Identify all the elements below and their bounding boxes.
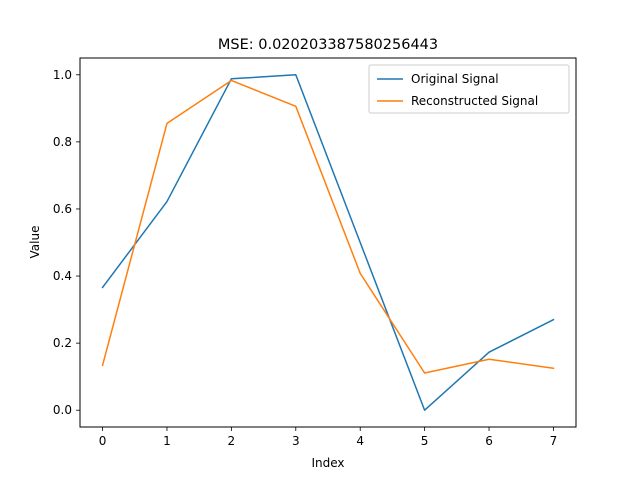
y-tick-label: 0.6 — [53, 202, 72, 216]
legend-box — [368, 64, 570, 114]
legend: Original Signal Reconstructed Signal — [368, 64, 570, 114]
series-layer — [101, 74, 555, 411]
plot-frame — [79, 57, 577, 428]
x-tick-label: 2 — [228, 434, 236, 448]
x-tick-label: 5 — [421, 434, 429, 448]
y-tick-label: 1.0 — [53, 68, 72, 82]
y-tick-label: 0.8 — [53, 135, 72, 149]
y-axis: 0.0 0.2 0.4 0.6 0.8 1.0 — [53, 68, 80, 417]
series-line-1 — [101, 79, 555, 374]
x-tick-label: 1 — [163, 434, 171, 448]
y-tick-label: 0.4 — [53, 269, 72, 283]
x-axis: 0 1 2 3 4 5 6 7 — [99, 427, 558, 448]
y-axis-label: Value — [28, 226, 42, 259]
x-tick-label: 3 — [292, 434, 300, 448]
y-tick-label: 0.0 — [53, 403, 72, 417]
x-tick-label: 7 — [550, 434, 558, 448]
x-tick-label: 6 — [485, 434, 493, 448]
legend-label-1: Reconstructed Signal — [411, 94, 538, 108]
x-axis-label: Index — [311, 456, 344, 470]
y-tick-label: 0.2 — [53, 336, 72, 350]
legend-label-0: Original Signal — [411, 72, 499, 86]
x-tick-label: 4 — [356, 434, 364, 448]
x-tick-label: 0 — [99, 434, 107, 448]
chart-title: MSE: 0.020203387580256443 — [218, 37, 438, 53]
